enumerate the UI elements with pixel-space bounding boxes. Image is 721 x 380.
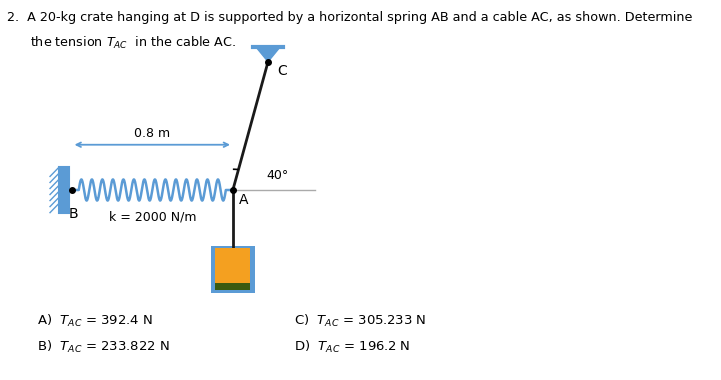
Text: B: B bbox=[68, 207, 79, 221]
Bar bbox=[211, 246, 255, 293]
Text: D)  $T_{AC}$ = 196.2 N: D) $T_{AC}$ = 196.2 N bbox=[294, 339, 411, 355]
Text: k = 2000 N/m: k = 2000 N/m bbox=[109, 211, 196, 224]
Text: the tension $T_{AC}$  in the cable AC.: the tension $T_{AC}$ in the cable AC. bbox=[30, 35, 236, 51]
Bar bbox=[59, 167, 69, 213]
Text: D: D bbox=[240, 249, 251, 263]
Text: C)  $T_{AC}$ = 305.233 N: C) $T_{AC}$ = 305.233 N bbox=[294, 313, 427, 329]
Text: 0.8 m: 0.8 m bbox=[134, 127, 170, 140]
Text: C: C bbox=[277, 63, 286, 78]
Bar bbox=[216, 283, 250, 290]
Text: A)  $T_{AC}$ = 392.4 N: A) $T_{AC}$ = 392.4 N bbox=[37, 313, 152, 329]
Bar bbox=[216, 249, 250, 283]
Polygon shape bbox=[256, 48, 280, 62]
Text: B)  $T_{AC}$ = 233.822 N: B) $T_{AC}$ = 233.822 N bbox=[37, 339, 169, 355]
Text: A: A bbox=[239, 193, 248, 207]
Text: 40°: 40° bbox=[267, 169, 289, 182]
Text: 2.  A 20-kg crate hanging at D is supported by a horizontal spring AB and a cabl: 2. A 20-kg crate hanging at D is support… bbox=[7, 11, 693, 24]
